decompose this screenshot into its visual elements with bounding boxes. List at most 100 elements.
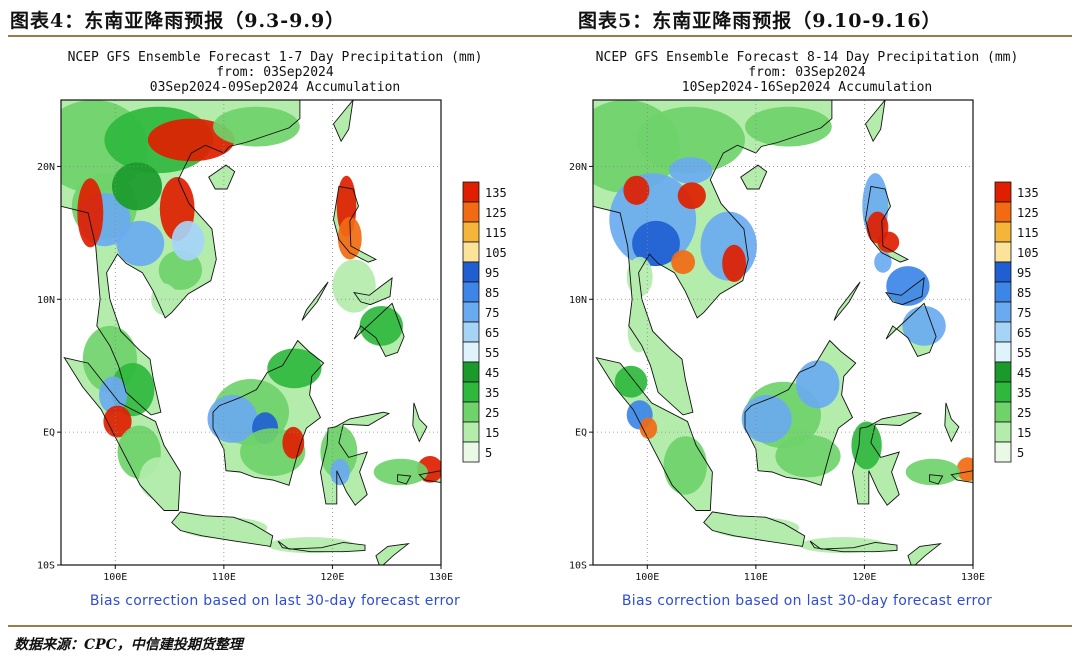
precip-cell [330,458,350,486]
precip-cell [902,306,946,346]
legend-label: 25 [1017,406,1031,420]
map-frame [60,99,442,566]
coastline-sulawesi [320,411,391,506]
precip-cell [626,256,653,297]
coastline-mainland [593,100,833,416]
landmass-timor [907,543,941,565]
lat-tick-label: 20N [37,162,55,173]
coastline-java [703,511,806,547]
legend-swatch [462,361,480,383]
coastline-ceram [950,470,973,484]
lat-tick-label: 10S [37,561,55,572]
precip-cell [956,457,973,482]
legend-swatch [994,441,1012,463]
legend-label: 5 [485,446,492,460]
precip-cell [103,405,132,438]
legend-label: 105 [485,246,507,260]
legend-label: 95 [1017,266,1031,280]
precip-cells [61,100,441,554]
precip-cell [139,457,179,500]
legend-label: 45 [485,366,499,380]
coastline-taiwan [864,100,886,143]
legend-label: 25 [485,406,499,420]
legend-label: 115 [485,226,507,240]
bottom-divider [8,625,1072,627]
legend-label: 55 [485,346,499,360]
legend-swatch [994,321,1012,343]
legend-swatch [462,301,480,323]
legend-swatch [462,241,480,263]
legend-label: 125 [485,206,507,220]
coastline-sulawesi [852,411,923,506]
landmass-halmahera [944,402,959,442]
legend-label: 115 [1017,226,1039,240]
legend-swatch [462,321,480,343]
coastline-buru [397,474,412,485]
precip-cell [632,220,680,267]
coastline-hainan [208,164,236,190]
legend-label: 75 [1017,306,1031,320]
precip-cell [614,365,648,398]
legend-swatch [462,421,480,443]
forecast-panel-8-14-day: NCEP GFS Ensemble Forecast 8-14 Day Prec… [557,40,1057,618]
coastline-sumatra [595,357,713,511]
coastline-lesser [809,540,898,553]
precip-cell [213,106,300,147]
gridlines [61,100,441,565]
coastline-timor [907,543,942,565]
coastline-ceram [418,470,441,484]
figure-4-title: 图表4：东南亚降雨预报（9.3-9.9） [10,10,346,32]
landmass-palawan [834,282,861,321]
precip-cell [639,417,658,439]
legend-swatch [994,181,1012,203]
coastline-borneo [744,339,857,486]
precip-cell [669,157,713,184]
legend-swatch [462,221,480,243]
lat-tick-label: 20N [569,162,587,173]
legend-swatch [994,221,1012,243]
coastline-sumatra [63,357,181,511]
forecast-panel-1-7-day: NCEP GFS Ensemble Forecast 1-7 Day Preci… [25,40,525,618]
precip-cell [636,106,745,174]
precip-cell [796,360,840,409]
legend-swatch [994,261,1012,283]
lon-tick-label: 110E [744,572,768,583]
precip-cell [267,348,322,389]
precip-cell [112,162,162,211]
legend-label: 75 [485,306,499,320]
precip-cell [775,434,841,478]
lon-tick-label: 130E [961,572,985,583]
legend-swatch [462,441,480,463]
legend-swatch [462,341,480,363]
map-frame [592,99,974,566]
lon-tick-label: 100E [103,572,127,583]
coastline-taiwan [332,100,354,143]
lon-tick-label: 100E [635,572,659,583]
lon-tick-label: 120E [852,572,876,583]
precip-cell [905,458,960,486]
coastline-hainan [740,164,768,190]
legend-swatch [462,381,480,403]
coastline-halmahera [412,402,428,443]
precip-cell [332,259,376,313]
figure-5-title: 图表5：东南亚降雨预报（9.10-9.16） [578,10,942,32]
legend-label: 45 [1017,366,1031,380]
coastline-timor [375,543,410,565]
precipitation-map: 20N 10N EQ 10S 100E 110E 120E 130E 135 125 115 105 9… [569,99,1039,583]
precip-cell [722,244,746,282]
landmass-hainan [740,165,767,189]
legend-swatch [462,181,480,203]
legend-swatch [994,341,1012,363]
legend-label: 85 [485,286,499,300]
precip-cell [851,421,882,470]
lat-tick-label: 10S [569,561,587,572]
precip-cell [207,395,258,443]
map-header-line-1: NCEP GFS Ensemble Forecast 8-14 Day Prec… [595,50,1019,65]
lat-tick-label: EQ [575,428,587,439]
precip-cell [877,231,900,253]
top-divider [8,35,1072,37]
landmass-halmahera [412,402,427,442]
landmass-taiwan [333,100,354,142]
legend-label: 35 [1017,386,1031,400]
legend-label: 15 [485,426,499,440]
